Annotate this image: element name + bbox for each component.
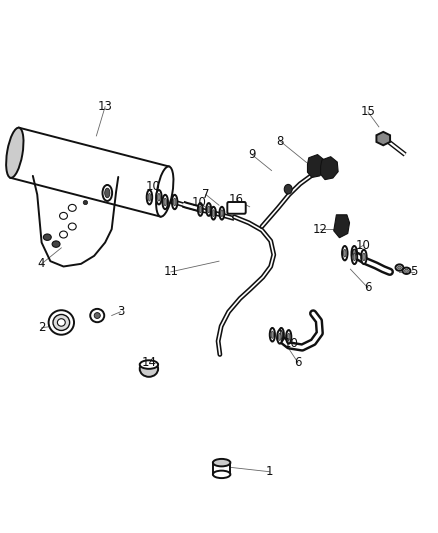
- Ellipse shape: [68, 205, 76, 211]
- Polygon shape: [321, 157, 338, 180]
- Ellipse shape: [284, 184, 292, 194]
- Ellipse shape: [363, 253, 365, 261]
- Ellipse shape: [6, 128, 24, 178]
- Ellipse shape: [221, 210, 223, 216]
- Ellipse shape: [57, 319, 65, 326]
- Text: 1: 1: [265, 465, 273, 478]
- Text: 4: 4: [38, 257, 46, 270]
- Text: 9: 9: [248, 148, 256, 161]
- Ellipse shape: [172, 195, 177, 209]
- Ellipse shape: [286, 330, 291, 344]
- Polygon shape: [334, 215, 350, 238]
- Ellipse shape: [68, 223, 76, 230]
- Ellipse shape: [342, 246, 348, 260]
- Text: 6: 6: [294, 356, 302, 369]
- Ellipse shape: [156, 190, 162, 204]
- Ellipse shape: [287, 333, 290, 341]
- Ellipse shape: [403, 268, 410, 274]
- Text: 11: 11: [163, 265, 178, 278]
- Ellipse shape: [60, 213, 67, 220]
- Text: 2: 2: [38, 321, 46, 334]
- Text: 13: 13: [98, 100, 113, 113]
- Ellipse shape: [148, 193, 151, 201]
- Ellipse shape: [164, 198, 166, 206]
- Ellipse shape: [279, 328, 284, 342]
- Text: 12: 12: [312, 223, 327, 236]
- Ellipse shape: [353, 253, 356, 261]
- Ellipse shape: [270, 328, 275, 342]
- Ellipse shape: [105, 188, 110, 198]
- Text: 5: 5: [410, 265, 417, 278]
- Ellipse shape: [156, 166, 173, 216]
- Ellipse shape: [199, 206, 201, 213]
- Ellipse shape: [277, 330, 283, 344]
- Text: 6: 6: [364, 281, 372, 294]
- Ellipse shape: [271, 331, 274, 338]
- Polygon shape: [307, 155, 325, 177]
- Ellipse shape: [279, 333, 281, 341]
- Ellipse shape: [352, 249, 357, 264]
- Ellipse shape: [361, 249, 367, 264]
- Ellipse shape: [43, 234, 51, 240]
- Polygon shape: [11, 128, 169, 216]
- Text: 10: 10: [146, 180, 161, 193]
- Text: 14: 14: [141, 356, 156, 369]
- Ellipse shape: [211, 207, 216, 220]
- Ellipse shape: [398, 266, 401, 269]
- Ellipse shape: [206, 203, 211, 216]
- Ellipse shape: [140, 361, 158, 377]
- Text: 10: 10: [356, 239, 371, 252]
- Ellipse shape: [208, 206, 210, 213]
- Ellipse shape: [53, 314, 70, 330]
- Text: 10: 10: [284, 337, 299, 350]
- Ellipse shape: [49, 310, 74, 335]
- Ellipse shape: [353, 249, 356, 257]
- Text: 8: 8: [277, 135, 284, 148]
- Ellipse shape: [158, 193, 160, 201]
- Ellipse shape: [213, 471, 230, 478]
- Ellipse shape: [343, 249, 346, 257]
- Ellipse shape: [173, 198, 176, 206]
- Ellipse shape: [351, 246, 357, 260]
- Ellipse shape: [396, 264, 403, 271]
- Ellipse shape: [147, 190, 152, 204]
- Ellipse shape: [140, 360, 158, 369]
- Text: 16: 16: [229, 193, 244, 206]
- Ellipse shape: [198, 203, 203, 216]
- Ellipse shape: [102, 185, 112, 201]
- Ellipse shape: [94, 312, 100, 318]
- Ellipse shape: [90, 309, 104, 322]
- Ellipse shape: [213, 459, 230, 466]
- Ellipse shape: [219, 207, 224, 220]
- FancyBboxPatch shape: [227, 202, 246, 214]
- Text: 15: 15: [360, 106, 375, 118]
- Ellipse shape: [405, 269, 408, 272]
- Ellipse shape: [83, 200, 88, 205]
- Text: 10: 10: [192, 196, 207, 209]
- Polygon shape: [376, 132, 390, 146]
- Text: 3: 3: [117, 305, 124, 318]
- Ellipse shape: [280, 331, 283, 338]
- Text: 7: 7: [202, 188, 210, 201]
- Ellipse shape: [60, 231, 67, 238]
- Ellipse shape: [162, 195, 168, 209]
- Ellipse shape: [212, 210, 215, 216]
- Ellipse shape: [52, 241, 60, 247]
